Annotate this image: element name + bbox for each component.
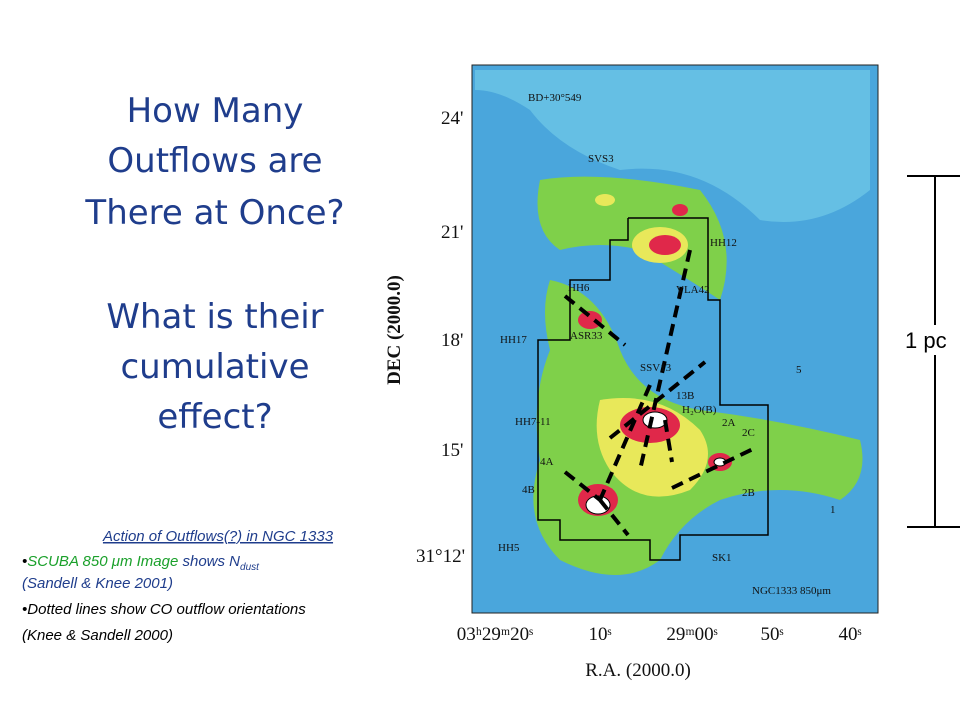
object-label: 4A [540,456,554,468]
object-label: HH17 [500,334,527,346]
caption-heading: Action of Outflows(?) in NGC 1333 [102,528,334,545]
ra-tick-label: 03ʰ29ᵐ20ˢ [457,624,533,645]
core [578,311,602,329]
title-line: There at Once? [84,193,344,233]
ra-tick-label: 10ˢ [588,624,611,645]
dec-tick-label: 31°12' [416,546,465,567]
object-label: HH12 [710,237,737,249]
object-label: SSV13 [640,362,672,374]
citation: (Knee & Sandell 2000) [22,627,173,644]
bullet: •SCUBA 850 μm Image shows Ndust [22,553,260,573]
object-label: 2C [742,427,755,439]
subscript: dust [240,562,260,573]
object-label: 2A [722,417,736,429]
dec-tick-label: 15' [441,440,463,461]
title-line: What is their [106,297,323,337]
ra-tick-label: 29ᵐ00ˢ [666,624,717,645]
dec-tick-label: 18' [441,330,463,351]
ra-axis-label: R.A. (2000.0) [585,660,691,681]
core [642,411,668,429]
emission [475,70,870,222]
sky-map: BD+30°549 SVS3 HH12 HH6 VLA42 HH17 ASR33… [384,64,879,681]
highlight: SCUBA 850 μm Image [27,553,178,570]
caption: Action of Outflows(?) in NGC 1333 •SCUBA… [22,528,334,644]
object-label: HH6 [568,282,590,294]
object-label: 1 [830,504,836,516]
map-name: NGC1333 850μm [752,585,831,597]
text: show CO outflow orientations [106,601,306,618]
object-label: HH5 [498,542,520,554]
object-label: H₂O(B) [682,404,717,416]
survey-outline [537,217,769,561]
object-label: SK1 [712,552,732,564]
object-label: HH7-11 [515,416,551,428]
dec-tick-label: 24' [441,108,463,129]
object-label: 4B [522,484,535,496]
title-line: effect? [157,397,272,437]
core [672,204,688,216]
object-label: VLA42 [676,284,710,296]
object-label: SVS3 [588,153,614,165]
citation: (Sandell & Knee 2001) [22,575,173,592]
text: shows N [178,553,240,570]
citation-text: (Knee & Sandell 2000) [22,627,173,644]
object-label: 5 [796,364,802,376]
object-label: 13B [676,390,694,402]
scale-label: 1 pc [905,328,947,353]
object-label: BD+30°549 [528,92,582,104]
core [649,235,681,255]
title-block: How Many Outflows are There at Once? Wha… [84,91,344,437]
bullet: •Dotted lines show CO outflow orientatio… [22,601,306,618]
outflow-lines [563,249,756,537]
title-line: Outflows are [107,141,322,181]
scale-bar [907,175,960,528]
title-line: cumulative [120,347,309,387]
core [595,194,615,206]
object-label: ASR33 [570,330,603,342]
ra-tick-label: 40ˢ [838,624,861,645]
highlight: Dotted lines [27,601,107,618]
dec-tick-label: 21' [441,222,463,243]
title-line: How Many [127,91,304,131]
ra-tick-label: 50ˢ [760,624,783,645]
object-label: 2B [742,487,755,499]
dec-axis-label: DEC (2000.0) [384,275,405,385]
